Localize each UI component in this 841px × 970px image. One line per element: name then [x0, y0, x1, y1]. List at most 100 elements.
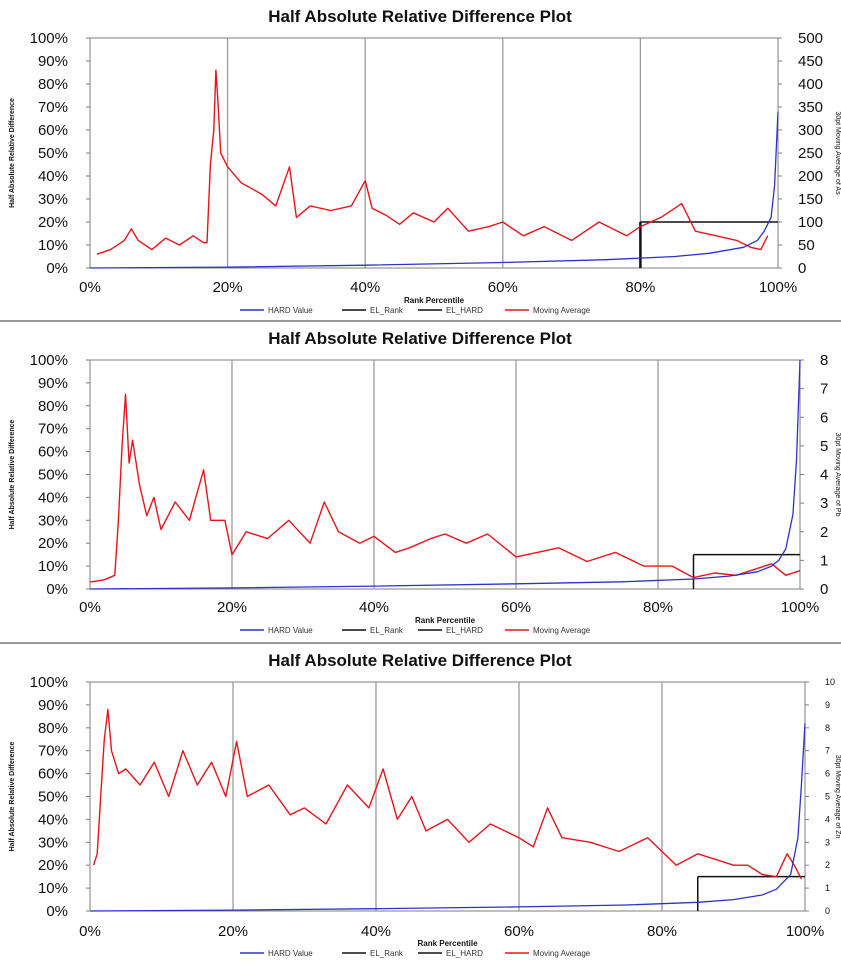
legend-label: Moving Average	[533, 626, 591, 635]
x-tick-label: 40%	[350, 279, 380, 296]
chart-title: Half Absolute Relative Difference Plot	[268, 329, 572, 348]
y2-tick-label: 9	[825, 700, 830, 710]
x-tick-label: 60%	[501, 599, 531, 616]
y2-tick-label: 100	[798, 214, 823, 231]
y-tick-label: 100%	[30, 352, 68, 369]
legend-label: HARD Value	[268, 949, 313, 958]
legend-label: EL_Rank	[370, 949, 404, 958]
y2-tick-label: 6	[820, 409, 828, 426]
x-axis-label: Rank Percentile	[417, 939, 478, 948]
y-tick-label: 90%	[38, 375, 68, 392]
y-tick-label: 70%	[38, 421, 68, 438]
y2-tick-label: 5	[820, 438, 828, 455]
y-tick-label: 0%	[46, 903, 68, 920]
legend-label: Moving Average	[533, 306, 591, 315]
y-tick-label: 50%	[38, 145, 68, 162]
x-tick-label: 80%	[625, 279, 655, 296]
y2-tick-label: 4	[825, 814, 830, 824]
y2-tick-label: 0	[798, 260, 806, 277]
y2-tick-label: 300	[798, 122, 823, 139]
x-tick-label: 0%	[79, 279, 101, 296]
x-tick-label: 60%	[504, 923, 534, 940]
y2-tick-label: 8	[820, 352, 828, 369]
y-tick-label: 40%	[38, 811, 68, 828]
moving-average-line	[89, 393, 801, 583]
hard-value-line	[89, 723, 806, 912]
y-tick-label: 0%	[46, 260, 68, 277]
legend-label: EL_Rank	[370, 306, 404, 315]
x-tick-label: 100%	[781, 599, 819, 616]
y-tick-label: 50%	[38, 789, 68, 806]
y2-axis-label: 30pt Moving Average of As	[834, 111, 841, 195]
y-tick-label: 40%	[38, 168, 68, 185]
legend-label: Moving Average	[533, 949, 591, 958]
y-tick-label: 70%	[38, 99, 68, 116]
chart-panel-3: Half Absolute Relative Difference Plot 0%…	[0, 644, 841, 965]
y2-tick-label: 150	[798, 191, 823, 208]
y2-tick-label: 6	[825, 769, 830, 779]
y-tick-label: 30%	[38, 512, 68, 529]
legend-label: EL_HARD	[446, 306, 483, 315]
chart-svg: Half Absolute Relative Difference Plot 0%…	[9, 7, 841, 315]
y-tick-label: 10%	[38, 880, 68, 897]
y2-tick-label: 1	[825, 883, 830, 893]
y-tick-label: 60%	[38, 122, 68, 139]
y-tick-label: 100%	[30, 674, 68, 691]
y2-tick-label: 3	[825, 837, 830, 847]
x-tick-label: 100%	[786, 923, 824, 940]
chart-svg: Half Absolute Relative Difference Plot 0%…	[9, 651, 841, 958]
y-tick-label: 30%	[38, 191, 68, 208]
y-tick-label: 80%	[38, 76, 68, 93]
y2-tick-label: 5	[825, 792, 830, 802]
legend-label: EL_HARD	[446, 626, 483, 635]
chart-svg: Half Absolute Relative Difference Plot 0%…	[9, 329, 841, 635]
hard-value-line	[89, 111, 779, 269]
x-tick-label: 20%	[213, 279, 243, 296]
y-tick-label: 90%	[38, 697, 68, 714]
y-tick-label: 20%	[38, 535, 68, 552]
y-tick-label: 10%	[38, 558, 68, 575]
y-tick-label: 90%	[38, 53, 68, 70]
legend-label: HARD Value	[268, 626, 313, 635]
y2-axis-label: 30pt Moving Average of Pb	[834, 433, 841, 517]
y-tick-label: 80%	[38, 398, 68, 415]
moving-average-line	[92, 708, 803, 880]
hard-value-line	[89, 359, 801, 590]
y2-tick-label: 450	[798, 53, 823, 70]
panel-divider	[0, 642, 841, 644]
chart-panel-1: Half Absolute Relative Difference Plot 0%…	[0, 0, 841, 320]
y2-tick-label: 7	[825, 746, 830, 756]
y-tick-label: 50%	[38, 467, 68, 484]
x-tick-label: 0%	[79, 923, 101, 940]
x-tick-label: 40%	[359, 599, 389, 616]
y2-tick-label: 7	[820, 381, 828, 398]
y2-tick-label: 50	[798, 237, 815, 254]
y-tick-label: 20%	[38, 214, 68, 231]
y2-tick-label: 3	[820, 495, 828, 512]
legend-label: EL_HARD	[446, 949, 483, 958]
panel-divider	[0, 320, 841, 322]
y2-axis-label: 30pt Moving Average of Zn	[834, 755, 841, 839]
y-tick-label: 60%	[38, 444, 68, 461]
y2-tick-label: 4	[820, 467, 828, 484]
y-tick-label: 80%	[38, 720, 68, 737]
x-axis-label: Rank Percentile	[404, 296, 465, 305]
chart-panel-2: Half Absolute Relative Difference Plot 0%…	[0, 322, 841, 642]
x-tick-label: 80%	[647, 923, 677, 940]
y2-tick-label: 400	[798, 76, 823, 93]
x-tick-label: 100%	[759, 279, 797, 296]
y2-tick-label: 8	[825, 723, 830, 733]
y2-tick-label: 0	[820, 581, 828, 598]
legend-label: EL_Rank	[370, 626, 404, 635]
x-tick-label: 20%	[218, 923, 248, 940]
y2-tick-label: 2	[820, 524, 828, 541]
x-tick-label: 60%	[488, 279, 518, 296]
y-tick-label: 30%	[38, 834, 68, 851]
y2-tick-label: 200	[798, 168, 823, 185]
y-tick-label: 70%	[38, 743, 68, 760]
x-tick-label: 0%	[79, 599, 101, 616]
y-tick-label: 10%	[38, 237, 68, 254]
plot-area	[89, 37, 779, 269]
y2-tick-label: 10	[825, 677, 835, 687]
y2-tick-label: 1	[820, 552, 828, 569]
